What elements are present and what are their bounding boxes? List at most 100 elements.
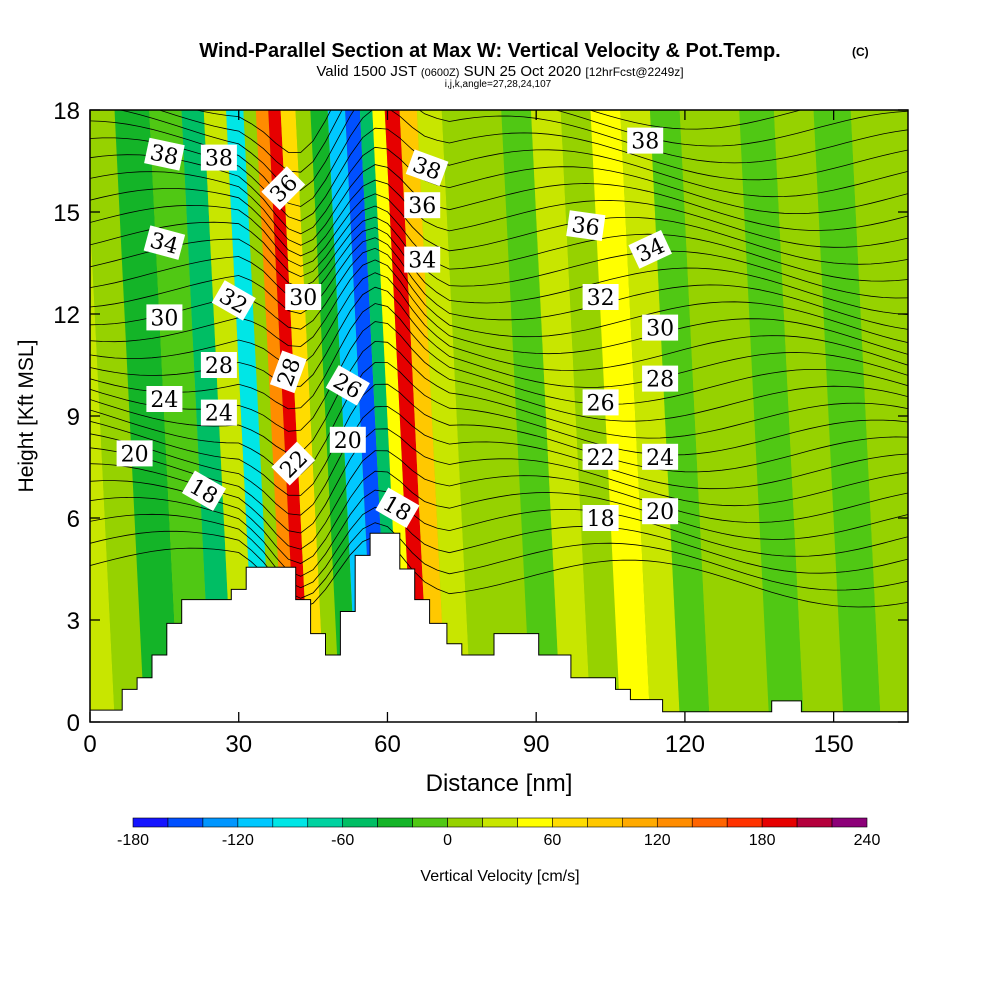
isentrope-line: [118, 110, 908, 191]
subtitle-date: SUN 25 Oct 2020: [464, 63, 582, 80]
contour-label-box: [211, 280, 256, 321]
contour-label-text: 20: [646, 500, 674, 525]
isentrope-line: [90, 450, 908, 550]
y-tick-label: 15: [53, 200, 80, 227]
colorbar-swatch: [272, 817, 309, 828]
colorbar-swatch: [656, 817, 693, 828]
contour-label-box: [404, 246, 441, 273]
potential-temperature-contours: [90, 110, 908, 609]
contour-label: 34: [628, 230, 673, 269]
velocity-column: [850, 110, 908, 722]
contour-label: 28: [269, 350, 307, 394]
velocity-column: [709, 110, 770, 722]
velocity-column: [560, 110, 621, 722]
contour-label: 36: [404, 192, 441, 219]
y-axis-label: Height [Kft MSL]: [15, 340, 38, 493]
velocity-column: [295, 110, 341, 722]
contour-label: 20: [116, 440, 153, 467]
contour-label-text: 38: [631, 130, 659, 155]
velocity-column: [679, 110, 740, 722]
x-tick-label: 120: [665, 731, 705, 758]
isentrope-line: [90, 227, 908, 315]
isentrope-line: [90, 179, 908, 257]
isentrope-line: [90, 428, 908, 534]
x-tick-label: 150: [814, 731, 854, 758]
colorbar-tick-label: 180: [749, 832, 776, 849]
contour-label-box: [582, 284, 619, 310]
contour-label: 28: [200, 352, 237, 379]
contour-label: 34: [143, 225, 186, 260]
contour-label: 20: [642, 498, 679, 525]
isentrope-line: [90, 535, 908, 609]
contour-label: 30: [642, 314, 679, 342]
isentrope-line: [90, 303, 908, 410]
isentrope-line: [90, 146, 908, 235]
colorbar-tick-label: -120: [222, 832, 254, 849]
isentrope-line: [90, 216, 908, 299]
contour-label: 24: [642, 443, 679, 471]
colorbar-swatch: [622, 817, 658, 828]
colorbar-swatch: [132, 817, 169, 828]
colorbar-swatch: [691, 817, 728, 828]
velocity-column: [280, 110, 326, 722]
y-tick-label: 12: [53, 302, 80, 329]
x-tick-label: 30: [225, 731, 252, 758]
contour-label-box: [329, 426, 366, 453]
isentrope-line: [90, 193, 908, 267]
contour-label-text: 18: [587, 507, 615, 532]
colorbar-swatch: [517, 817, 553, 828]
velocity-column: [501, 110, 561, 722]
chart-subtitle: Valid 1500 JST (0600Z) SUN 25 Oct 2020 […: [316, 63, 683, 80]
colorbar-swatch: [377, 817, 413, 828]
contour-label-text: 20: [334, 429, 362, 454]
contour-label-box: [627, 127, 664, 154]
isentrope-line: [90, 405, 908, 516]
velocity-column: [620, 110, 680, 722]
contour-label-box: [200, 352, 237, 378]
colorbar-tick-label: -60: [331, 832, 354, 849]
contour-label-box: [200, 144, 237, 171]
velocity-column: [590, 110, 651, 722]
colorbar-swatch: [761, 817, 798, 828]
colorbar-tick-label: -180: [117, 832, 149, 849]
contour-label-text: 24: [150, 388, 178, 413]
colorbar-swatch: [587, 817, 623, 828]
colorbar-swatch: [237, 817, 274, 828]
contour-label-box: [269, 350, 307, 394]
contour-label-text: 28: [205, 354, 233, 379]
velocity-column: [384, 110, 430, 722]
contour-label-box: [566, 210, 606, 241]
contour-label-box: [405, 149, 449, 187]
contour-label-box: [642, 314, 679, 341]
contour-label-box: [285, 284, 322, 310]
velocity-column: [90, 110, 145, 722]
colorbar-tick-label: 0: [443, 832, 452, 849]
velocity-column: [530, 110, 591, 722]
contour-label-text: 34: [408, 249, 436, 274]
contour-label-box: [404, 192, 441, 219]
isentrope-line: [90, 272, 908, 371]
colorbar-tick-label: 120: [644, 832, 671, 849]
contour-label-box: [628, 230, 673, 269]
velocity-column: [90, 216, 115, 722]
velocity-column: [441, 110, 502, 722]
terrain-mask: [90, 532, 908, 722]
x-tick-label: 0: [83, 731, 96, 758]
contour-label-box: [143, 225, 186, 260]
contour-label: 30: [146, 304, 183, 331]
velocity-column: [149, 110, 212, 722]
contour-label: 38: [627, 127, 664, 155]
contour-label-text: 38: [205, 147, 233, 172]
colorbar-swatch: [726, 817, 763, 828]
contour-label-box: [325, 365, 370, 406]
contour-label-text: 30: [150, 306, 178, 331]
x-axis: 0 30 60 90 120 150: [83, 110, 854, 758]
isentrope-line: [90, 470, 908, 564]
contour-label-text: 36: [408, 194, 436, 219]
contour-label-text: 22: [587, 446, 615, 471]
chart-title: Wind-Parallel Section at Max W: Vertical…: [199, 40, 780, 62]
isentrope-line: [90, 489, 908, 577]
colorbar-swatch: [167, 817, 204, 828]
contour-label: 26: [582, 389, 619, 416]
